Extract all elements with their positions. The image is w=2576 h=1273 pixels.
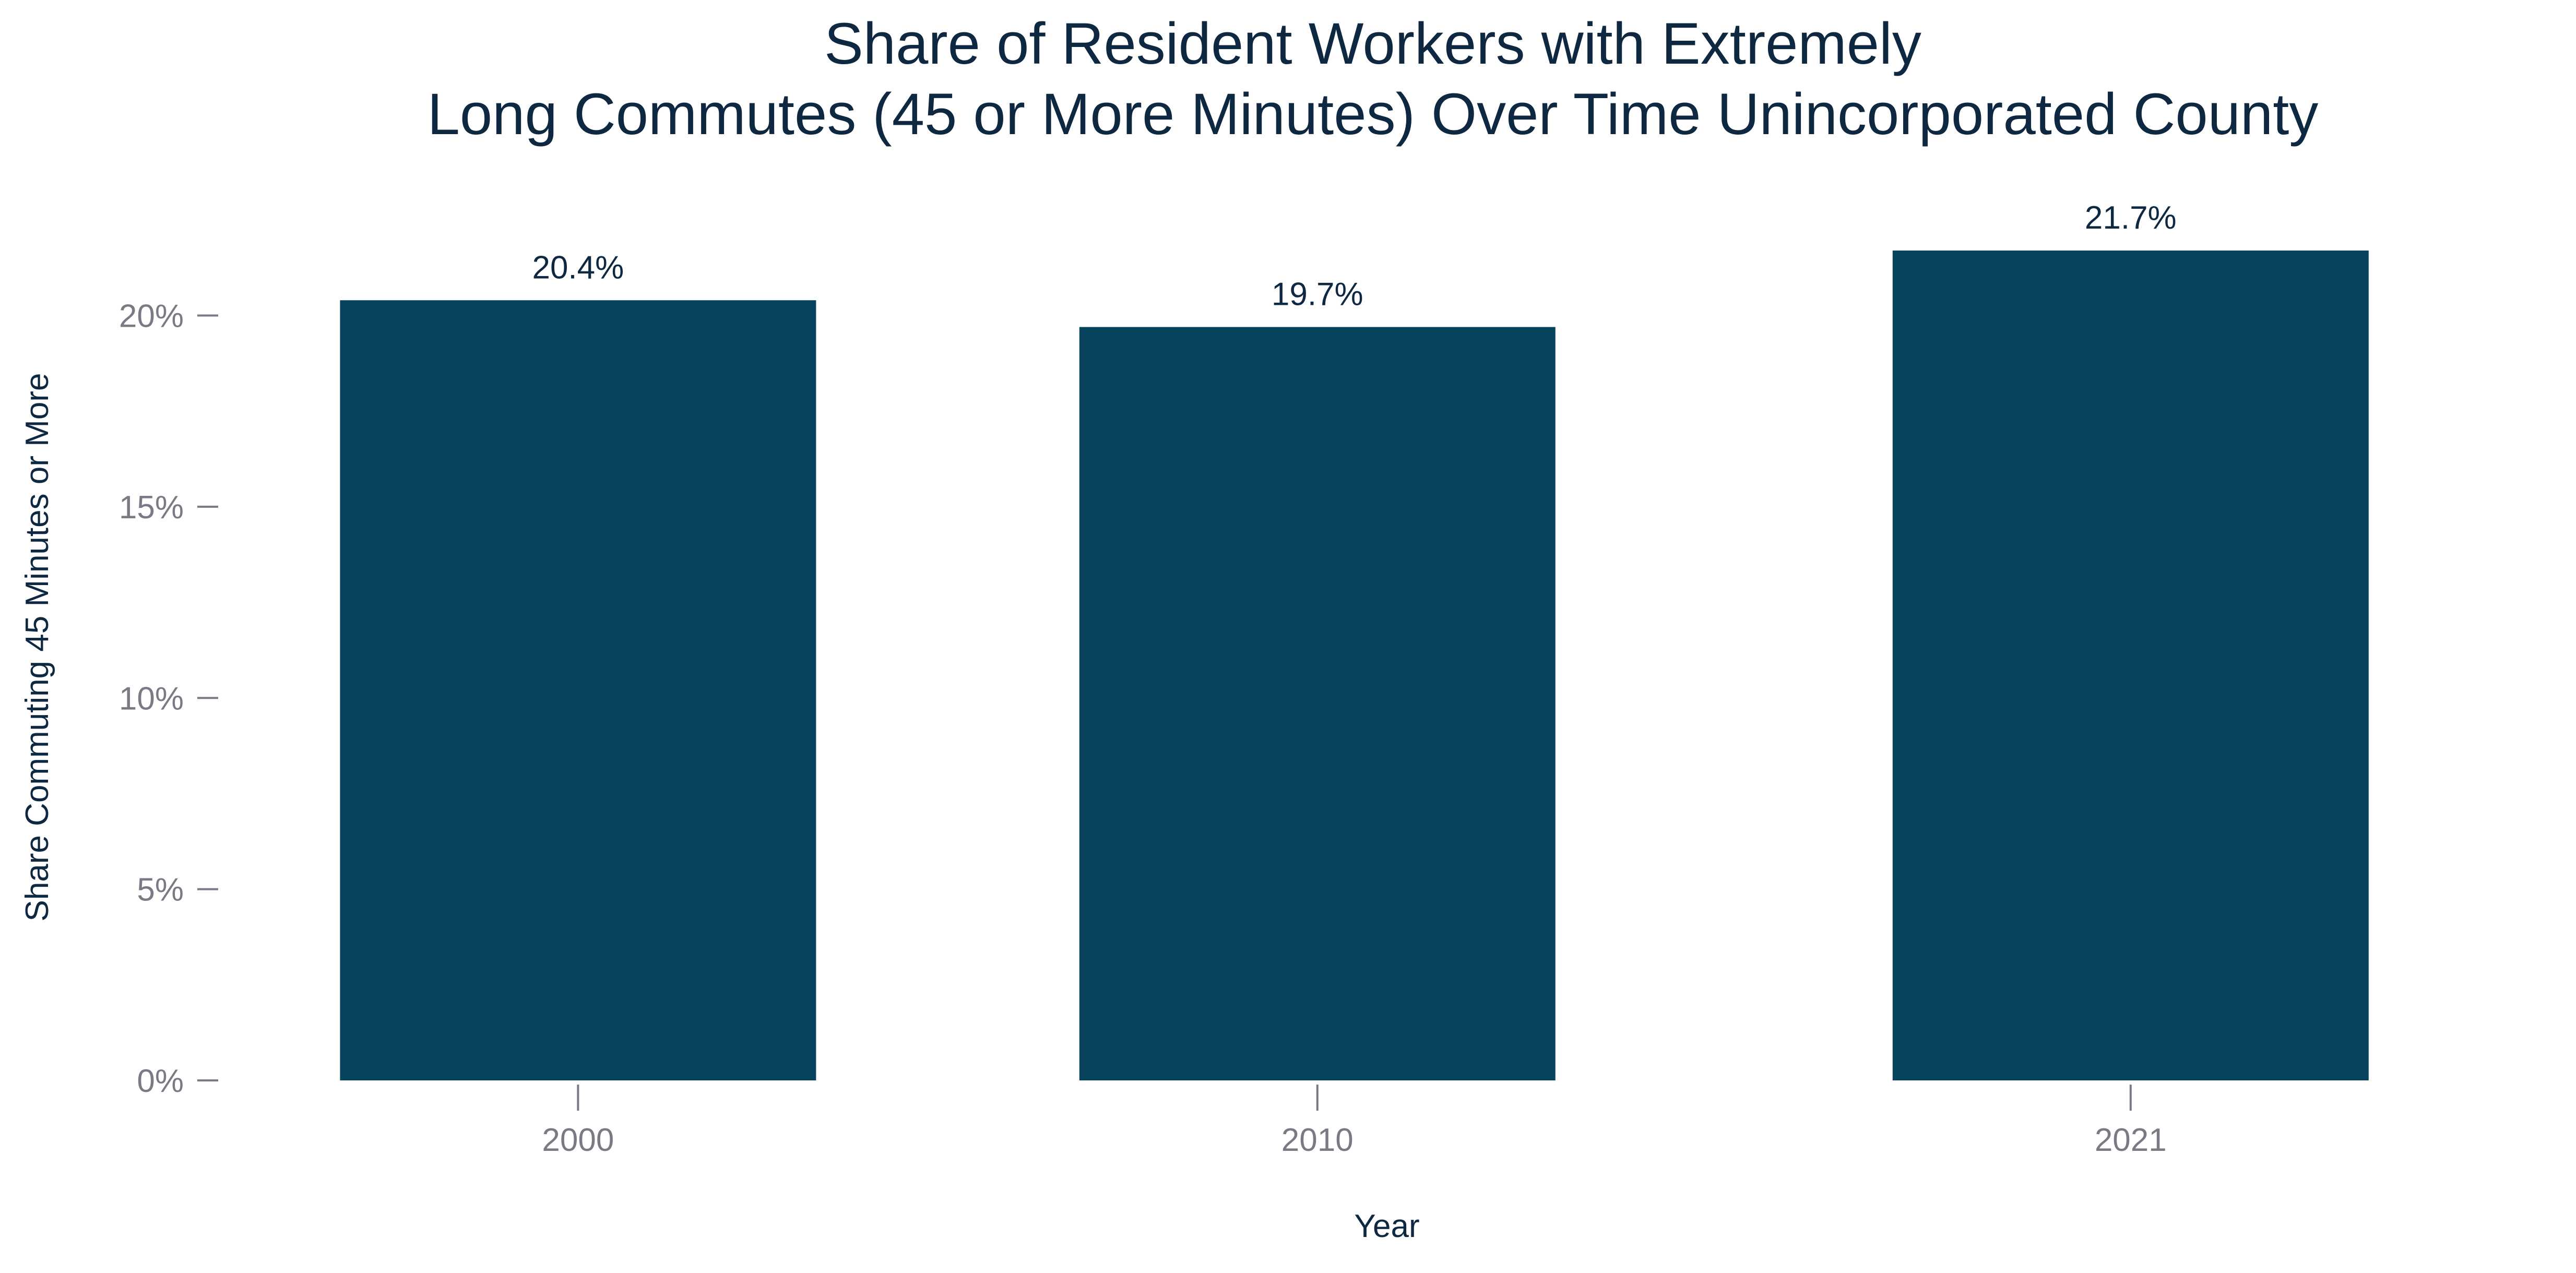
y-axis: 0% 5% 10% 15% 20%: [119, 299, 218, 1099]
data-label: 20.4%: [532, 249, 624, 285]
x-tick-label: 2010: [1281, 1122, 1354, 1158]
y-tick-label: 20%: [119, 299, 184, 335]
data-label: 21.7%: [2085, 200, 2177, 236]
y-tick-label: 10%: [119, 681, 184, 717]
bar-2021: [1892, 251, 2369, 1080]
bar-2000: [340, 300, 816, 1081]
y-tick-label: 5%: [137, 872, 184, 908]
bar-2010: [1079, 327, 1556, 1081]
bars: [340, 251, 2369, 1081]
x-tick-label: 2021: [2095, 1122, 2167, 1158]
y-tick-label: 0%: [137, 1063, 184, 1099]
data-label: 19.7%: [1272, 277, 1363, 313]
x-axis: 2000 2010 2021: [542, 1085, 2167, 1158]
y-axis-title: Share Commuting 45 Minutes or More: [19, 373, 55, 921]
x-tick-label: 2000: [542, 1122, 614, 1158]
data-labels: 20.4% 19.7% 21.7%: [532, 200, 2176, 313]
x-axis-title: Year: [1354, 1208, 1419, 1244]
chart-title-line-1: Share of Resident Workers with Extremely: [824, 11, 1921, 76]
chart-title-line-2: Long Commutes (45 or More Minutes) Over …: [428, 81, 2319, 147]
y-tick-label: 15%: [119, 490, 184, 526]
